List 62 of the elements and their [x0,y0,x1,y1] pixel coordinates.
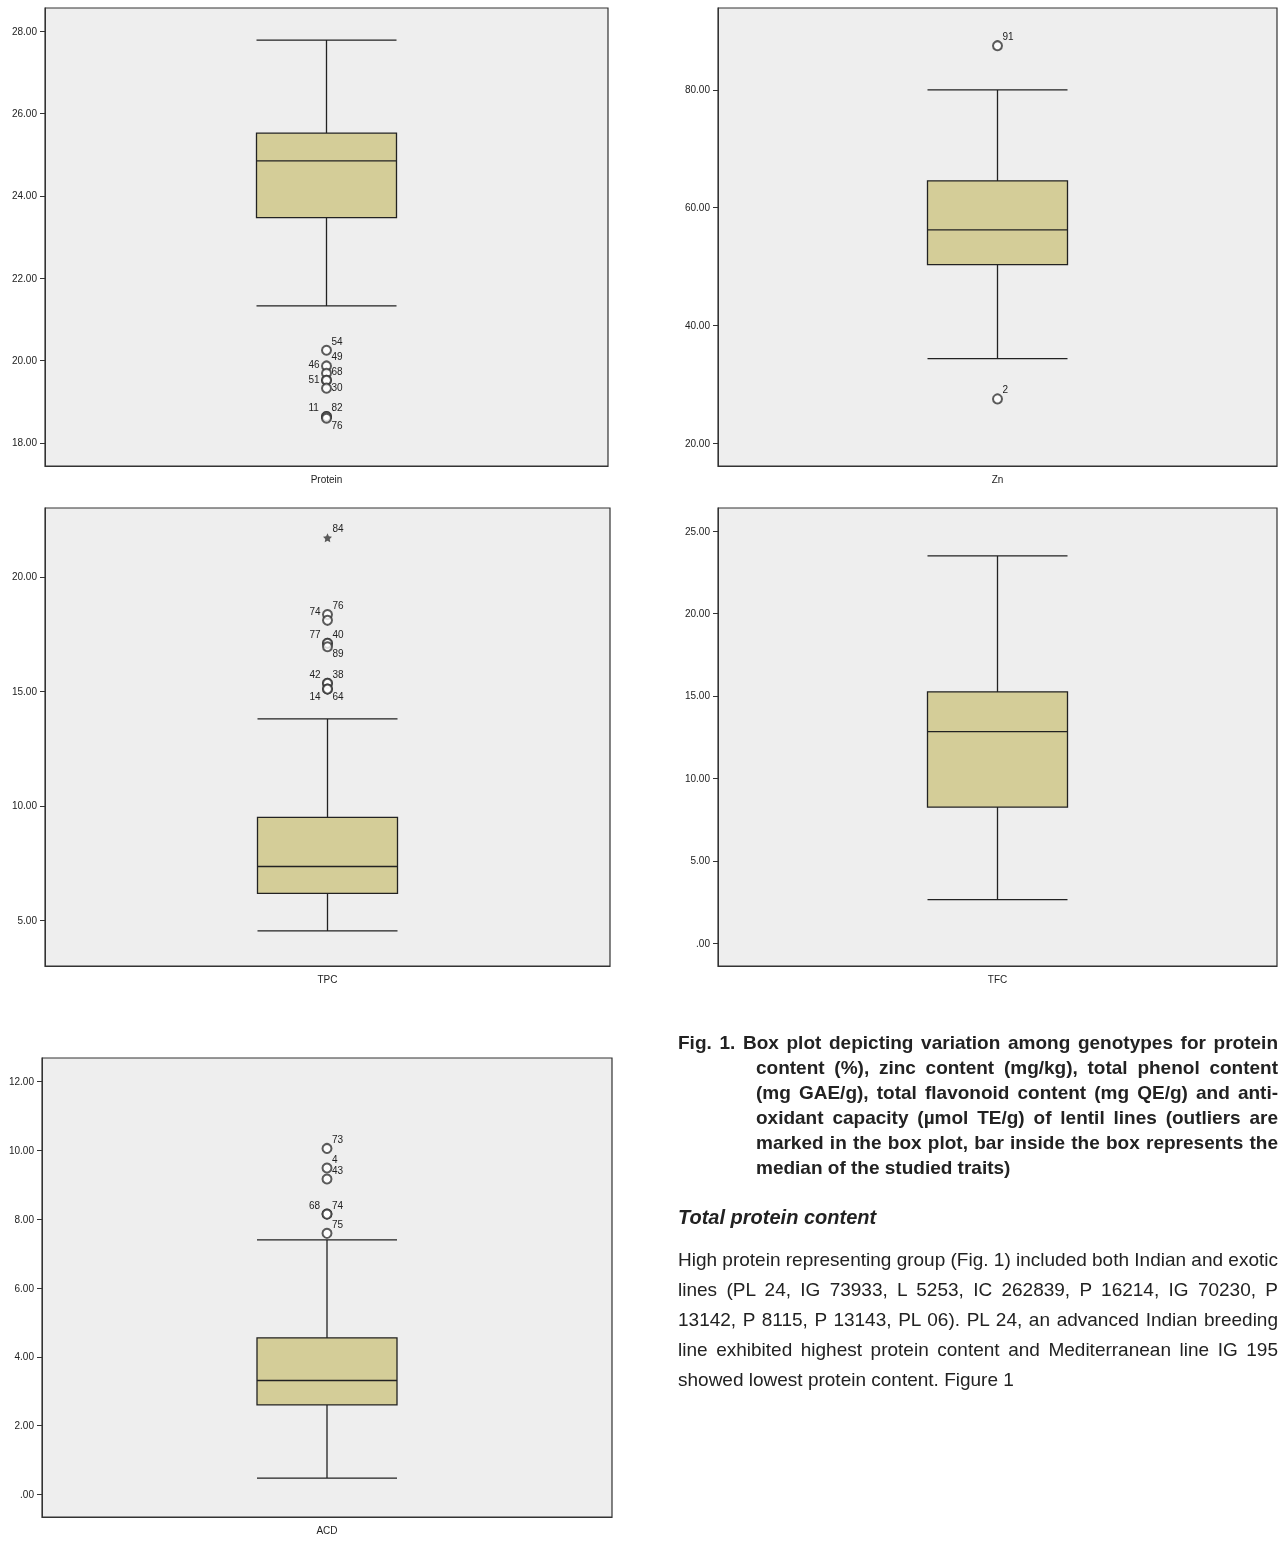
y-tick-label: 5.00 [17,915,38,927]
y-tick-label: 20.00 [11,355,38,367]
annotation: 49 [331,351,344,363]
annotation: 76 [332,600,345,612]
text: High protein representing group (Fig. 1) included both Indian and exotic lines (PL 24, IG 73933, L 5253, IC 262839, P 16214, IG 70230, P 13142, P 8115, P 13143, PL 06). PL 24, an advanced Indian breeding line exhibited highest protein content and Mediterranean line IG 195 showed lowest protein content. Figure 1 [678,1248,1278,1392]
y-tick-label: 60.00 [684,202,711,214]
annotation: 74 [332,1199,344,1211]
y-tick-label: .00 [696,937,711,949]
annotation: 11 [308,402,320,414]
annotation: 38 [332,668,345,680]
y-tick-label: 10.00 [8,1144,35,1156]
y-tick-label: 26.00 [11,107,38,119]
annotation: 51 [308,373,321,385]
annotation: 82 [331,402,344,414]
y-tick-label: 15.00 [11,685,38,697]
y-tick-label: 22.00 [11,272,38,284]
annotation: 40 [332,628,345,640]
annotation: 54 [331,335,344,347]
annotation: 74 [309,605,322,617]
annotation: 46 [308,358,321,370]
text: Fig. 1. Box plot depicting variation among genotypes for protein content (%), zinc content (mg/kg), total phenol content (mg GAE/g), total flavonoid content (mg QE/g) and anti-oxidant capacity (µmol TE/g) of lentil lines (outliers are marked in the box plot, bar inside the box represents the median of the studied traits) [678,1031,1278,1180]
y-tick-label: 20.00 [684,608,711,620]
y-tick-label: 18.00 [11,437,38,449]
annotation: 30 [331,381,344,393]
annotation: 73 [332,1133,344,1145]
annotation: 77 [309,628,322,640]
x-tick-label: TFC [987,973,1008,985]
y-tick-label: 12.00 [8,1076,35,1088]
y-tick-label: 15.00 [684,690,711,702]
y-tick-label: 4.00 [14,1351,35,1363]
annotation: 43 [332,1164,344,1176]
x-tick-label: Protein [310,473,343,485]
annotation: 42 [309,668,322,680]
y-tick-label: 10.00 [11,800,38,812]
annotation: 14 [309,690,322,702]
y-tick-label: 80.00 [684,84,711,96]
y-tick-label: 24.00 [11,190,38,202]
y-tick-label: 2.00 [14,1420,35,1432]
x-tick-label: ACD [316,1524,338,1536]
y-tick-label: 8.00 [14,1213,35,1225]
x-tick-label: TPC [317,973,338,985]
annotation: 64 [332,690,345,702]
annotation: 2 [1002,384,1009,396]
y-tick-label: 20.00 [684,437,711,449]
y-tick-label: 28.00 [11,25,38,37]
annotation: 75 [332,1218,344,1230]
y-tick-label: 25.00 [684,525,711,537]
y-tick-label: 10.00 [684,772,711,784]
y-tick-label: .00 [20,1488,35,1500]
y-tick-label: 6.00 [14,1282,35,1294]
x-tick-label: Zn [991,473,1004,485]
y-tick-label: 5.00 [690,855,711,867]
annotation: 89 [332,648,345,660]
annotation: 68 [309,1199,321,1211]
annotation: 76 [331,419,344,431]
text: Total protein content [678,1206,878,1229]
annotation: 68 [331,365,344,377]
annotation: 84 [332,523,345,535]
annotation: 91 [1002,31,1015,43]
y-tick-label: 40.00 [684,319,711,331]
y-tick-label: 20.00 [11,571,38,583]
annotation: 4 [332,1153,338,1165]
